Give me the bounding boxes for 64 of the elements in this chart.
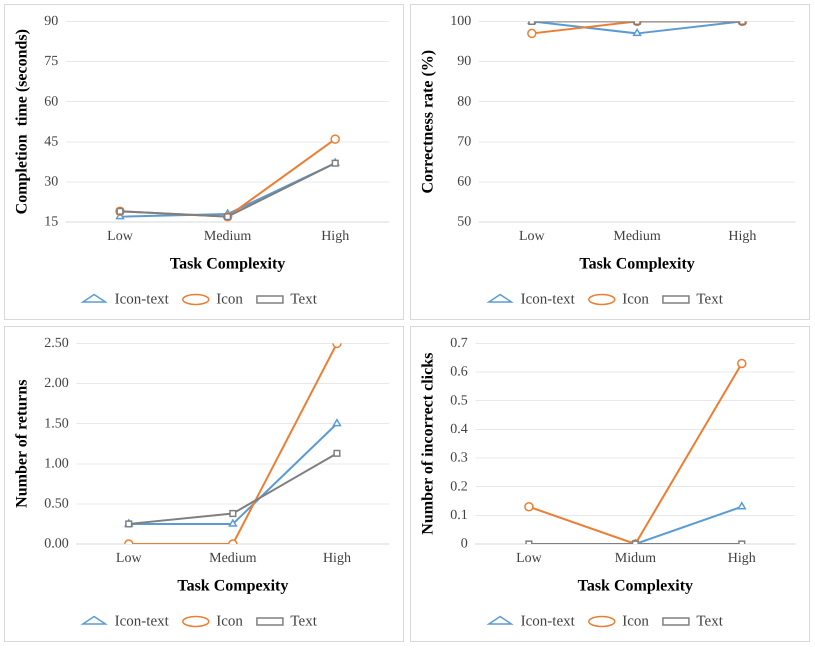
y-tick-label: 45 — [44, 134, 58, 150]
y-tick-label: 70 — [457, 134, 472, 150]
legend-label: Icon — [216, 291, 244, 308]
y-tick-label: 75 — [44, 54, 58, 70]
legend-label: Icon-text — [520, 613, 576, 630]
y-axis-title: Correctness rate (%) — [420, 50, 437, 194]
x-axis-title: Task Compexity — [177, 578, 288, 595]
y-tick-label: 30 — [44, 174, 58, 190]
y-tick-label: 0.6 — [450, 364, 468, 380]
x-axis-title: Task Complexity — [170, 256, 286, 273]
y-axis-title: Completion time (seconds) — [14, 29, 31, 214]
x-axis-title: Task Complexity — [578, 578, 694, 595]
x-tick-label: Medium — [204, 229, 252, 244]
x-tick-label: High — [728, 551, 756, 566]
y-tick-label: 60 — [457, 174, 472, 190]
legend-label: Text — [696, 613, 724, 630]
legend-label: Icon — [216, 613, 244, 630]
x-tick-label: High — [321, 229, 350, 244]
x-tick-label: Medium — [209, 551, 257, 566]
y-tick-label: 0.00 — [44, 536, 69, 552]
y-tick-label: 0.50 — [44, 496, 69, 512]
y-tick-label: 15 — [44, 214, 58, 230]
y-tick-label: 0.4 — [450, 422, 468, 438]
x-tick-label: High — [322, 551, 351, 566]
y-axis-title: Number of incorrect clicks — [420, 352, 437, 535]
x-tick-label: Low — [518, 229, 546, 244]
point — [524, 502, 534, 512]
x-tick-label: Midum — [614, 551, 656, 566]
y-tick-label: 100 — [450, 14, 472, 30]
legend-label: Icon — [622, 291, 650, 308]
point — [330, 134, 340, 144]
y-tick-label: 0 — [460, 536, 468, 552]
y-tick-label: 1.00 — [44, 456, 69, 472]
legend-label: Icon-text — [114, 613, 170, 630]
y-tick-label: 0.7 — [450, 336, 468, 352]
y-tick-label: 2.50 — [44, 336, 69, 352]
legend-label: Icon-text — [520, 291, 576, 308]
x-tick-label: Low — [107, 229, 134, 244]
x-tick-label: High — [728, 229, 756, 244]
legend-label: Icon — [622, 613, 650, 630]
y-tick-label: 0.1 — [450, 508, 468, 524]
legend-label: Text — [290, 291, 318, 308]
x-tick-label: Low — [116, 551, 142, 566]
y-tick-label: 80 — [457, 94, 472, 110]
y-tick-label: 90 — [44, 14, 58, 30]
y-tick-label: 0.2 — [450, 479, 468, 494]
y-tick-label: 0.5 — [450, 393, 468, 408]
x-tick-label: Medium — [613, 229, 661, 244]
legend-label: Text — [290, 613, 318, 630]
point — [228, 519, 238, 527]
y-axis-title: Number of returns — [14, 380, 31, 508]
x-axis-title: Task Complexity — [579, 256, 695, 273]
y-tick-label: 2.00 — [44, 376, 69, 392]
legend-label: Icon-text — [114, 291, 170, 308]
x-tick-label: Low — [516, 551, 543, 566]
y-tick-label: 50 — [457, 214, 472, 230]
y-tick-label: 1.50 — [44, 416, 69, 432]
y-tick-label: 60 — [44, 94, 58, 110]
point — [333, 450, 341, 457]
y-tick-label: 90 — [457, 54, 472, 70]
point — [229, 510, 236, 518]
y-tick-label: 0.3 — [450, 450, 468, 466]
point — [737, 358, 747, 368]
legend-label: Text — [696, 291, 724, 308]
